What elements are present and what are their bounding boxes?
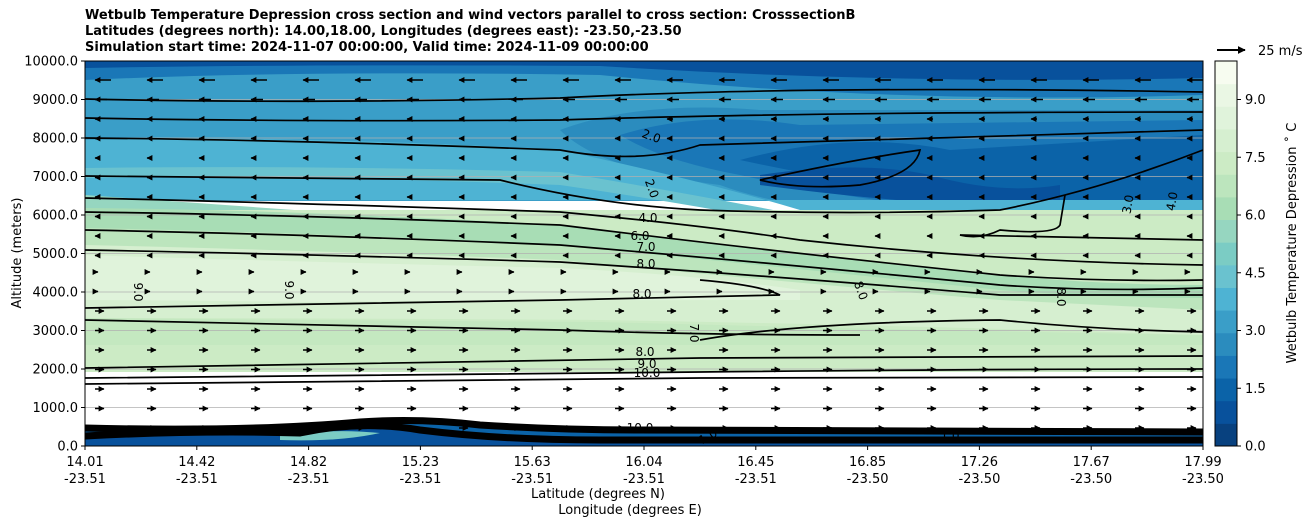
contour-label: 2.0 — [642, 177, 662, 200]
contour-label: 7.0 — [687, 323, 701, 342]
y-tick-label: 5000.0 — [33, 247, 79, 262]
x-axis: 14.01 -23.51 14.42 -23.51 14.82 -23.51 15.23 -2… — [64, 446, 1224, 487]
contour-label: 3.0 — [1120, 194, 1137, 215]
x-tick-label-lon: -23.51 — [64, 472, 106, 487]
colorbar-tick-label: 3.0 — [1245, 324, 1266, 339]
y-axis: 0.0 1000.0 2000.0 3000.0 4000.0 5000.0 6000.0 7… — [24, 55, 85, 455]
x-tick-label-lon: -23.51 — [399, 472, 441, 487]
x-tick-label-lon: -23.50 — [1070, 472, 1112, 487]
colorbar-tick-label: 4.5 — [1245, 266, 1266, 281]
x-tick-label-lat: 15.63 — [514, 455, 551, 470]
contour-label: 9.0 — [637, 357, 656, 371]
y-tick-label: 6000.0 — [33, 209, 79, 224]
x-tick-label-lat: 16.85 — [849, 455, 886, 470]
contour-label: 8.0 — [636, 257, 655, 271]
colorbar-segment — [1215, 264, 1237, 288]
x-tick-label-lat: 17.67 — [1073, 455, 1110, 470]
colorbar-segment — [1215, 106, 1237, 130]
colorbar-segment — [1215, 219, 1237, 243]
colorbar-segment — [1215, 423, 1237, 447]
y-tick-label: 4000.0 — [33, 286, 79, 301]
y-tick-label: 2000.0 — [33, 363, 79, 378]
y-tick-label: 7000.0 — [33, 170, 79, 185]
colorbar-tick-label: 0.0 — [1245, 440, 1266, 455]
x-tick-label-lon: -23.50 — [847, 472, 889, 487]
colorbar-frame — [1214, 60, 1238, 447]
x-tick-label-lon: -23.51 — [176, 472, 218, 487]
contour-label: 7.0 — [636, 240, 655, 254]
contour-label: 9.0 — [282, 280, 296, 299]
y-tick-label: 3000.0 — [33, 324, 79, 339]
x-axis-label-lon: Longitude (degrees E) — [558, 503, 702, 518]
x-tick-label-lat: 15.23 — [402, 455, 439, 470]
chart-title-line-1: Wetbulb Temperature Depression cross sec… — [85, 8, 856, 23]
colorbar-segment — [1215, 378, 1237, 402]
contour-label: 4.0 — [1164, 191, 1181, 212]
colorbar-segment — [1215, 355, 1237, 379]
contour-label: 8.0 — [632, 287, 651, 301]
colorbar-tick-label: 6.0 — [1245, 209, 1266, 224]
x-tick-label-lon: -23.51 — [735, 472, 777, 487]
chart-title-line-2: Latitudes (degrees north): 14.00,18.00, … — [85, 24, 682, 39]
x-tick-label-lon: -23.50 — [958, 472, 1000, 487]
colorbar-segment — [1215, 242, 1237, 266]
contour-label: 8.0 — [851, 279, 871, 302]
colorbar-segment — [1215, 174, 1237, 198]
contour-label: 2.0 — [640, 126, 663, 146]
colorbar-segment — [1215, 310, 1237, 334]
contour-label: 6.0 — [630, 229, 649, 243]
colorbar-tick-label: 1.5 — [1245, 382, 1266, 397]
x-tick-label-lat: 16.04 — [625, 455, 662, 470]
x-tick-label-lat: 14.82 — [290, 455, 327, 470]
colorbar: 0.0 1.5 3.0 4.5 6.0 7.5 9.0 — [1214, 60, 1266, 455]
contour-label: 10.0 — [627, 421, 654, 435]
x-tick-label-lon: -23.51 — [623, 472, 665, 487]
y-tick-label: 1000.0 — [33, 401, 79, 416]
x-tick-label-lat: 14.01 — [66, 455, 103, 470]
y-tick-label: 9000.0 — [33, 93, 79, 108]
y-tick-label: 8000.0 — [33, 132, 79, 147]
x-tick-label-lat: 17.26 — [961, 455, 998, 470]
colorbar-segment — [1215, 151, 1237, 175]
colorbar-segment — [1215, 61, 1237, 85]
contour-label: 4.0 — [638, 211, 657, 225]
colorbar-segment — [1215, 196, 1237, 221]
x-tick-label-lat: 17.99 — [1184, 455, 1221, 470]
gridlines — [85, 99, 1203, 408]
y-tick-label: 10000.0 — [24, 55, 78, 70]
contour-label: 9.0 — [131, 282, 145, 301]
chart-title-line-3: Simulation start time: 2024-11-07 00:00:… — [85, 40, 649, 55]
colorbar-tick-label: 7.5 — [1245, 151, 1266, 166]
colorbar-segment — [1215, 83, 1237, 107]
y-tick-label: 0.0 — [57, 440, 78, 455]
contour-label-group: 2.02.04.06.07.08.08.08.09.010.09.0 9.07.0… — [131, 126, 1181, 447]
contour-label: 8.0 — [635, 345, 654, 359]
contour-label: 8.0 — [1054, 287, 1068, 306]
colorbar-segment — [1215, 332, 1237, 356]
wind-vectors — [92, 77, 1203, 431]
colorbar-segment — [1215, 400, 1237, 424]
y-axis-label: Altitude (meters) — [10, 198, 25, 309]
quiver-key-label: 25 m/s — [1258, 44, 1303, 59]
x-axis-label-lat: Latitude (degrees N) — [531, 487, 665, 502]
x-tick-label-lon: -23.51 — [511, 472, 553, 487]
x-tick-label-lat: 14.42 — [178, 455, 215, 470]
colorbar-label: Wetbulb Temperature Depression ˚ C — [1284, 123, 1300, 364]
colorbar-tick-label: 9.0 — [1245, 93, 1266, 108]
colorbar-segment — [1215, 287, 1237, 311]
x-tick-label-lon: -23.51 — [288, 472, 330, 487]
contour-label: 1.0 — [940, 429, 959, 443]
contour-label: 10.0 — [634, 366, 661, 380]
x-tick-label-lat: 16.45 — [737, 455, 774, 470]
x-tick-label-lon: -23.50 — [1182, 472, 1224, 487]
colorbar-segment — [1215, 128, 1237, 153]
